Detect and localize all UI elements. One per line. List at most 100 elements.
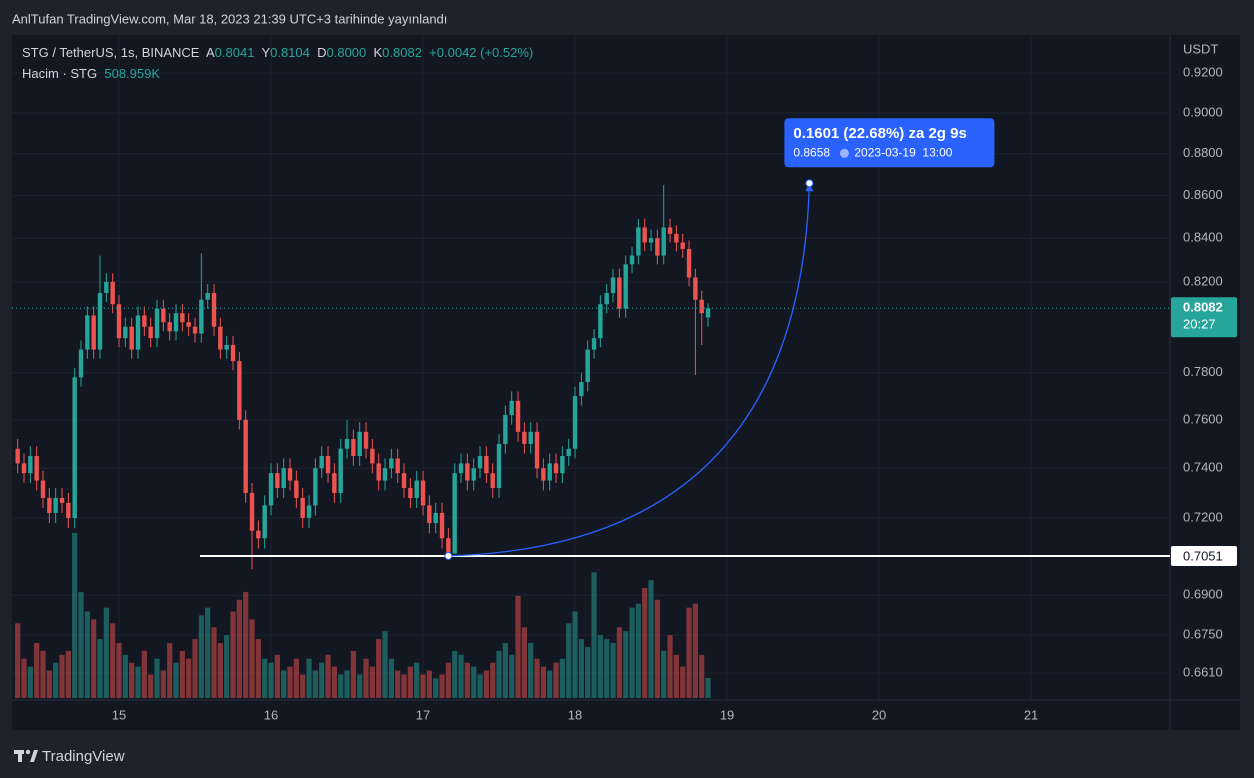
candle-body [161, 308, 166, 323]
volume-bar [591, 572, 597, 698]
annotation-text: 0.1601 (22.68%) za 2g 9s [793, 125, 966, 142]
candle-body [59, 497, 65, 503]
volume-bar [515, 595, 521, 698]
candle-body [401, 473, 407, 488]
candle-body [294, 480, 299, 498]
candle-body [648, 238, 654, 243]
volume-bar [160, 670, 166, 698]
candle-body [180, 313, 185, 323]
overlays: 0.8082 20:27 0.7051 0.1601 (22.68%) za 2g 9… [12, 118, 1237, 566]
volume-bar [420, 674, 426, 698]
candle-body [686, 249, 692, 278]
volume-bar [648, 580, 654, 698]
volume-bar [369, 666, 375, 698]
level-tag [1171, 545, 1237, 566]
candle-body [636, 227, 641, 256]
volume-bar [509, 654, 515, 698]
candle-body [471, 468, 476, 481]
logo [14, 749, 38, 762]
volume-bar [243, 591, 249, 698]
candle-body [91, 315, 96, 350]
volume-bar [629, 607, 635, 698]
y-tick-label: 0.9000 [1183, 104, 1223, 119]
candle-body [414, 480, 419, 498]
candle-body [560, 456, 565, 474]
volume-bar [97, 639, 103, 698]
volume-bar [217, 643, 223, 698]
candle-body [21, 463, 27, 474]
volume-bar [312, 670, 318, 698]
volume-bar [357, 674, 363, 698]
volume-bar [433, 678, 439, 698]
volume-bar [344, 670, 350, 698]
volume-bar [350, 650, 356, 698]
y-tick-label: 0.8400 [1183, 230, 1223, 245]
y-tick-label: 0.8200 [1183, 273, 1223, 288]
candle-body [382, 468, 388, 481]
x-tick-label: 16 [264, 707, 278, 722]
price-tag [1171, 297, 1237, 338]
volume-bar [559, 658, 565, 698]
volume-bar [15, 623, 21, 698]
volume-bar [680, 666, 686, 698]
volume-bar [673, 654, 679, 698]
candle-body [47, 497, 52, 513]
volume-bar [572, 611, 578, 698]
volume-bar [198, 615, 204, 698]
volume-bar [110, 623, 116, 698]
projection-curve [448, 183, 811, 557]
candle-body [104, 281, 109, 294]
volume-bar [173, 662, 179, 698]
candle-body [167, 322, 172, 332]
candle-body [661, 227, 666, 256]
clock-icon [839, 148, 849, 158]
candle-body [522, 431, 527, 444]
volume-bar [78, 591, 84, 698]
volume-bar [578, 639, 584, 698]
volume-bar [72, 533, 78, 698]
candle-body [275, 473, 280, 488]
candle-body [446, 538, 451, 554]
candle-body [135, 315, 141, 350]
volume-bar [452, 650, 458, 698]
volume-title: Hacim · STG [22, 66, 98, 81]
candle-body [566, 448, 571, 457]
volume-bar [59, 654, 65, 698]
candle-body [116, 304, 122, 339]
volume-bar [597, 635, 603, 698]
volume-bar [686, 607, 692, 698]
y-tick-label: 0.6900 [1183, 587, 1223, 602]
volume-bar [338, 674, 344, 698]
change: +0.0042 (+0.52%) [429, 45, 534, 60]
volume-bar [502, 643, 508, 698]
candle-body [287, 468, 293, 481]
candle-body [357, 431, 362, 457]
volume-bar [27, 666, 33, 698]
annotation-date: 2023-03-19 13:00 [854, 145, 952, 159]
volume-pane [15, 533, 711, 698]
candle-body [389, 458, 394, 469]
volume-bar [236, 599, 242, 698]
ohlc-letter: A [206, 45, 215, 60]
volume-bar [566, 623, 572, 698]
volume-bar [211, 627, 217, 698]
volume-bar [91, 619, 97, 698]
symbol: STG / TetherUS, 1s, BINANCE [22, 45, 200, 60]
currency: USDT [1183, 41, 1218, 56]
volume-bar [635, 603, 641, 698]
candle-body [110, 281, 115, 305]
candle-body [142, 315, 147, 327]
candle-body [319, 456, 324, 469]
volume-bar [53, 662, 59, 698]
candle-body [515, 400, 521, 432]
candle-body [705, 308, 711, 318]
candle-body [218, 326, 223, 350]
volume-bar [179, 650, 185, 698]
volume-bar [186, 658, 192, 698]
volume-bar [414, 662, 420, 698]
candle-body [332, 473, 337, 493]
volume-bar [281, 670, 287, 698]
volume-bar [331, 666, 337, 698]
volume-bar [540, 666, 546, 698]
candle-body [173, 313, 179, 332]
